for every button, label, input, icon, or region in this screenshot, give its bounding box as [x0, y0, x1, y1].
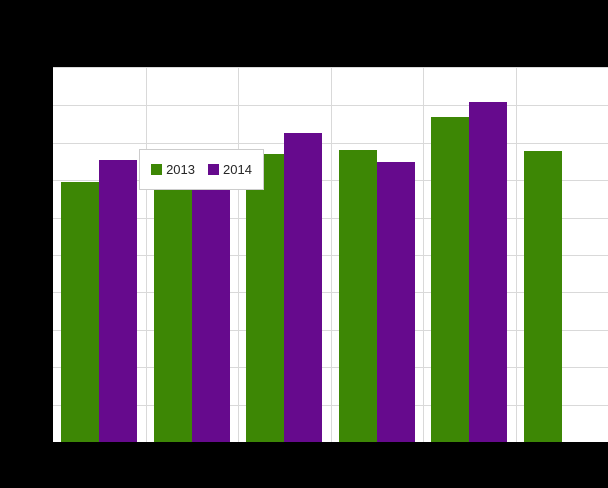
gridline-vertical-1 [145, 68, 147, 442]
category-group-1 [53, 68, 146, 442]
bar-2013-3[interactable] [246, 154, 285, 442]
gridline-vertical-5 [515, 68, 517, 442]
bar-2013-6[interactable] [523, 151, 562, 442]
legend-swatch-2013-icon [151, 164, 163, 175]
plot-area: 2013 2014 [53, 67, 608, 442]
bar-2014-3[interactable] [284, 133, 323, 442]
bar-2013-2[interactable] [153, 172, 192, 442]
gridline-vertical-2 [238, 68, 239, 442]
legend-item-2014[interactable]: 2014 [208, 162, 252, 177]
bar-2014-4[interactable] [376, 161, 415, 442]
legend: 2013 2014 [139, 149, 264, 190]
bar-2014-5[interactable] [469, 102, 508, 442]
legend-swatch-2014-icon [208, 164, 219, 175]
gridline-vertical-4 [423, 68, 424, 442]
bar-2013-1[interactable] [61, 182, 100, 442]
legend-label-2014: 2014 [223, 162, 252, 177]
bar-2014-1[interactable] [99, 160, 138, 442]
gridline-vertical-3 [330, 68, 332, 442]
bar-2013-5[interactable] [431, 117, 470, 442]
category-group-6 [516, 68, 608, 442]
bar-2014-2[interactable] [191, 156, 230, 442]
category-group-3 [238, 68, 331, 442]
bar-2013-4[interactable] [338, 149, 377, 442]
grid-layer [53, 68, 608, 442]
category-group-2 [146, 68, 239, 442]
legend-label-2013: 2013 [166, 162, 195, 177]
category-group-4 [331, 68, 424, 442]
legend-item-2013[interactable]: 2013 [151, 162, 195, 177]
bar-groups [53, 68, 608, 442]
category-group-5 [423, 68, 516, 442]
